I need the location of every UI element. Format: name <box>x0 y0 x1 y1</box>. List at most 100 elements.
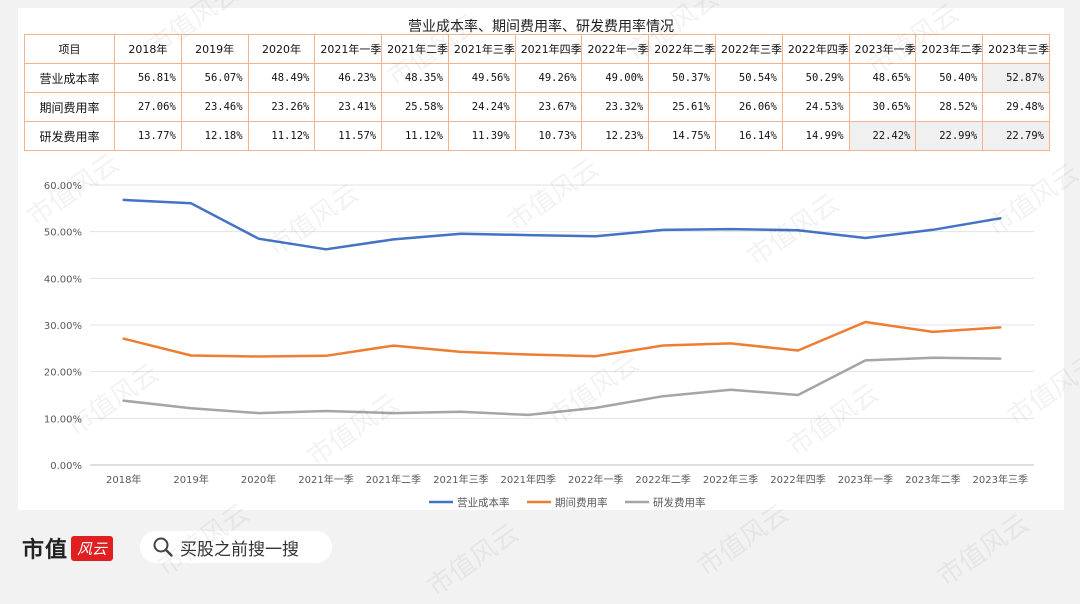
y-tick-label: 10.00% <box>44 414 82 425</box>
table-header-cell: 2022年一季 <box>581 34 650 64</box>
table-header-cell: 2022年四季 <box>781 34 850 64</box>
series-line <box>122 320 1002 358</box>
report-card: 营业成本率、期间费用率、研发费用率情况 项目 2018年 2019年 2020年 202… <box>18 8 1064 510</box>
table-cell: 50.29% <box>781 63 850 93</box>
logo-stamp: 风云 <box>71 535 114 561</box>
table-cell: 26.06% <box>715 92 783 122</box>
x-tick-label: 2019年 <box>173 473 208 486</box>
table-cell: 23.67% <box>514 92 583 122</box>
table-header-cell: 2022年二季 <box>648 34 717 64</box>
table-header-cell: 2018年 <box>114 34 182 64</box>
table-header-cell: 2019年 <box>180 34 249 64</box>
table-cell: 49.56% <box>447 63 516 93</box>
table-cell: 13.77% <box>114 121 182 151</box>
table-header-cell: 2021年一季 <box>314 34 383 64</box>
table-cell: 56.07% <box>180 63 249 93</box>
table-cell: 52.87% <box>982 63 1050 93</box>
table-header-row: 项目 2018年 2019年 2020年 2021年一季 2021年二季 2021年三季 20… <box>24 34 1050 64</box>
table-cell: 50.37% <box>648 63 717 93</box>
table-cell: 14.99% <box>781 121 850 151</box>
x-tick-label: 2023年一季 <box>838 473 893 486</box>
table-header-cell: 2022年三季 <box>715 34 783 64</box>
table-cell: 16.14% <box>715 121 783 151</box>
x-tick-label: 2022年一季 <box>568 473 623 486</box>
x-tick-label: 2018年 <box>106 473 141 486</box>
table-cell: 10.73% <box>514 121 583 151</box>
table-cell: 11.39% <box>447 121 516 151</box>
table-cell: 11.12% <box>247 121 316 151</box>
table-cell: 22.99% <box>915 121 984 151</box>
table-cell: 11.12% <box>381 121 449 151</box>
table-cell: 14.75% <box>648 121 717 151</box>
x-tick-label: 2021年四季 <box>501 473 556 486</box>
table-header-cell: 2021年三季 <box>447 34 516 64</box>
table-row: 研发费用率 13.77% 12.18% 11.12% 11.57% 11.12% 11.39… <box>24 121 1050 151</box>
table-cell: 29.48% <box>982 92 1050 122</box>
x-tick-label: 2023年二季 <box>905 473 960 486</box>
watermark-text: 市值风云 <box>422 518 525 603</box>
data-table: 项目 2018年 2019年 2020年 2021年一季 2021年二季 2021年三季 20… <box>24 34 1050 151</box>
table-cell: 46.23% <box>314 63 383 93</box>
table-cell: 49.26% <box>514 63 583 93</box>
x-tick-label: 2021年一季 <box>298 473 353 486</box>
table-cell: 48.35% <box>381 63 449 93</box>
y-tick-label: 50.00% <box>44 228 82 239</box>
table-row: 期间费用率 27.06% 23.46% 23.26% 23.41% 25.58% 24.24… <box>24 92 1050 122</box>
table-cell: 22.79% <box>982 121 1050 151</box>
table-cell: 50.54% <box>715 63 783 93</box>
table-cell: 50.40% <box>915 63 984 93</box>
table-cell: 24.53% <box>781 92 850 122</box>
watermark-text: 市值风云 <box>932 508 1035 593</box>
x-tick-label: 2021年二季 <box>366 473 421 486</box>
legend-label: 营业成本率 <box>457 496 510 509</box>
x-tick-label: 2021年三季 <box>433 473 488 486</box>
table-cell: 28.52% <box>915 92 984 122</box>
table-cell: 23.26% <box>247 92 316 122</box>
table-row-label: 期间费用率 <box>24 92 115 122</box>
table-cell: 27.06% <box>114 92 182 122</box>
table-cell: 25.61% <box>648 92 717 122</box>
x-tick-label: 2022年三季 <box>703 473 758 486</box>
x-tick-label: 2020年 <box>241 473 276 486</box>
line-chart: 0.00% 10.00% 20.00% 30.00% 40.00% 50.00% 60.00… <box>44 181 1034 509</box>
table-cell: 30.65% <box>848 92 917 122</box>
x-tick-label: 2023年三季 <box>973 473 1028 486</box>
table-title: 营业成本率、期间费用率、研发费用率情况 <box>408 19 674 35</box>
table-header-cell: 2023年一季 <box>848 34 917 64</box>
table-row-label: 营业成本率 <box>24 63 115 93</box>
x-tick-label: 2022年二季 <box>635 473 690 486</box>
table-header-cell: 2023年三季 <box>982 34 1050 64</box>
logo-text: 市值 <box>22 538 69 563</box>
table-cell: 49.00% <box>581 63 650 93</box>
y-tick-label: 30.00% <box>44 321 82 332</box>
y-tick-label: 40.00% <box>44 274 82 285</box>
x-tick-label: 2022年四季 <box>770 473 825 486</box>
table-cell: 25.58% <box>381 92 449 122</box>
table-cell: 48.49% <box>247 63 316 93</box>
y-tick-label: 20.00% <box>44 368 82 379</box>
table-header-cell: 项目 <box>24 34 115 64</box>
table-cell: 56.81% <box>114 63 182 93</box>
table-header-cell: 2021年二季 <box>381 34 449 64</box>
table-cell: 24.24% <box>447 92 516 122</box>
legend-label: 期间费用率 <box>555 496 608 509</box>
table-header-cell: 2020年 <box>247 34 316 64</box>
table-cell: 23.46% <box>180 92 249 122</box>
series-line <box>122 198 1002 251</box>
table-cell: 12.23% <box>581 121 650 151</box>
brand-logo[interactable]: 市值 风云 <box>22 532 114 564</box>
table-cell: 23.32% <box>581 92 650 122</box>
table-cell: 48.65% <box>848 63 917 93</box>
y-tick-label: 0.00% <box>50 461 82 472</box>
table-cell: 22.42% <box>848 121 917 151</box>
table-header-cell: 2021年四季 <box>514 34 583 64</box>
table-header-cell: 2023年二季 <box>915 34 984 64</box>
table-cell: 11.57% <box>314 121 383 151</box>
y-tick-label: 60.00% <box>44 181 82 192</box>
search-placeholder: 买股之前搜一搜 <box>180 539 299 560</box>
table-row: 营业成本率 56.81% 56.07% 48.49% 46.23% 48.35% 49.56… <box>24 63 1050 93</box>
legend-label: 研发费用率 <box>653 496 706 509</box>
search-bar[interactable]: 买股之前搜一搜 <box>140 531 332 563</box>
table-cell: 23.41% <box>314 92 383 122</box>
table-cell: 12.18% <box>180 121 249 151</box>
